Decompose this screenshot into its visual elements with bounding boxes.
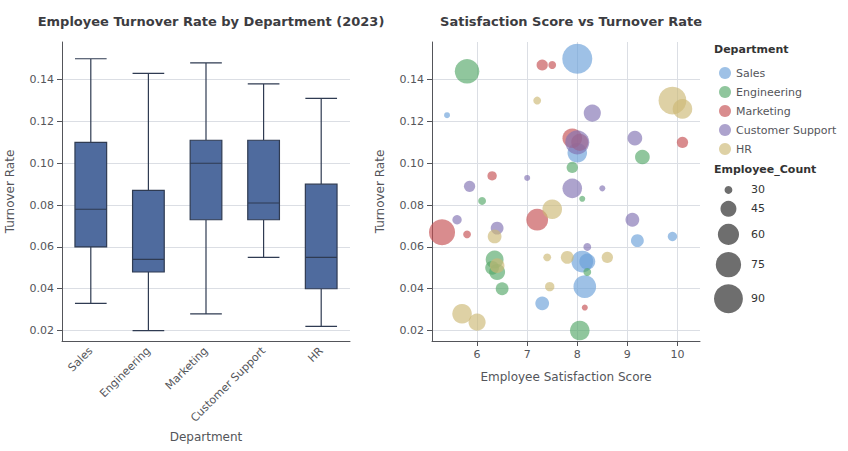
svg-text:0.02: 0.02 — [400, 324, 425, 337]
svg-text:0.04: 0.04 — [30, 282, 55, 295]
svg-text:HR: HR — [305, 344, 326, 365]
svg-text:Department: Department — [714, 43, 789, 56]
svg-text:0.08: 0.08 — [400, 199, 425, 212]
svg-text:Turnover Rate: Turnover Rate — [373, 150, 387, 235]
svg-text:Marketing: Marketing — [736, 105, 791, 118]
svg-text:8: 8 — [574, 348, 581, 361]
svg-text:Employee Turnover Rate by Depa: Employee Turnover Rate by Department (20… — [38, 14, 385, 29]
svg-text:Satisfaction Score vs Turnover: Satisfaction Score vs Turnover Rate — [440, 14, 702, 29]
svg-text:0.04: 0.04 — [400, 282, 425, 295]
svg-text:0.14: 0.14 — [400, 73, 425, 86]
svg-text:Engineering: Engineering — [736, 86, 802, 99]
svg-text:Engineering: Engineering — [97, 344, 153, 400]
svg-text:Sales: Sales — [66, 344, 96, 374]
svg-text:Customer Support: Customer Support — [188, 344, 269, 425]
svg-text:Employee_Count: Employee_Count — [714, 163, 816, 176]
svg-text:60: 60 — [751, 228, 765, 241]
svg-text:0.12: 0.12 — [400, 115, 425, 128]
svg-text:75: 75 — [751, 258, 765, 271]
svg-text:90: 90 — [751, 292, 765, 305]
svg-text:Turnover Rate: Turnover Rate — [3, 150, 17, 235]
svg-text:9: 9 — [624, 348, 631, 361]
svg-text:Sales: Sales — [736, 67, 766, 80]
svg-text:0.10: 0.10 — [400, 157, 425, 170]
svg-text:7: 7 — [524, 348, 531, 361]
svg-text:0.06: 0.06 — [400, 240, 425, 253]
svg-text:Marketing: Marketing — [163, 344, 211, 392]
svg-text:6: 6 — [474, 348, 481, 361]
svg-text:0.02: 0.02 — [30, 324, 55, 337]
svg-text:0.10: 0.10 — [30, 157, 55, 170]
svg-text:0.12: 0.12 — [30, 115, 55, 128]
svg-text:0.06: 0.06 — [30, 240, 55, 253]
svg-text:Department: Department — [170, 430, 243, 444]
svg-text:0.14: 0.14 — [30, 73, 55, 86]
svg-text:Employee Satisfaction Score: Employee Satisfaction Score — [480, 370, 651, 384]
svg-text:10: 10 — [670, 348, 684, 361]
svg-text:Customer Support: Customer Support — [736, 124, 837, 137]
svg-text:HR: HR — [736, 143, 752, 156]
svg-text:30: 30 — [751, 183, 765, 196]
svg-text:45: 45 — [751, 202, 765, 215]
svg-text:0.08: 0.08 — [30, 199, 55, 212]
